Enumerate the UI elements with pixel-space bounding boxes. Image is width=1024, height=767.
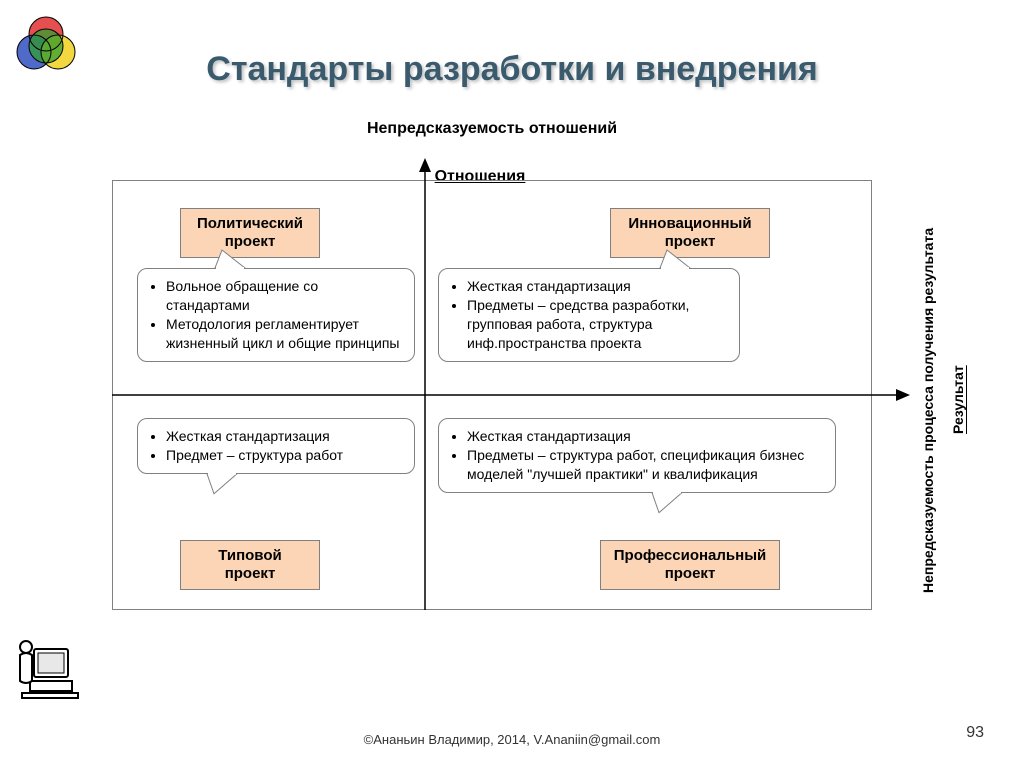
- x-axis-sub-label: Результат: [950, 350, 966, 450]
- bubble-bullet: Предметы – средства разработки, группова…: [467, 296, 727, 353]
- bubble-bullet: Жесткая стандартизация: [166, 427, 402, 446]
- quadrant-header-top-left: Политический проект: [180, 208, 320, 258]
- bubble-bullet: Предметы – структура работ, спецификация…: [467, 446, 823, 484]
- computer-user-icon: [12, 637, 80, 712]
- quadrant-bubble-bottom-left: Жесткая стандартизацияПредмет – структур…: [137, 418, 415, 474]
- bubble-bullet: Жесткая стандартизация: [467, 277, 727, 296]
- slide-title: Стандарты разработки и внедрения: [0, 50, 1024, 89]
- quadrant-header-bottom-right: Профессиональный проект: [600, 540, 780, 590]
- bubble-bullet: Методология регламентирует жизненный цик…: [166, 315, 402, 353]
- quadrant-bubble-top-right: Жесткая стандартизацияПредметы – средств…: [438, 268, 740, 362]
- bubble-bullet: Предмет – структура работ: [166, 446, 402, 465]
- bubble-bullet: Жесткая стандартизация: [467, 427, 823, 446]
- quadrant-header-top-right: Инновационный проект: [610, 208, 770, 258]
- bubble-bullet: Вольное обращение со стандартами: [166, 277, 402, 315]
- x-axis-label: Непредсказуемость процесса получения рез…: [920, 210, 936, 610]
- footer-copyright: ©Ананьин Владимир, 2014, V.Ananiin@gmail…: [0, 732, 1024, 747]
- quadrant-bubble-bottom-right: Жесткая стандартизацияПредметы – структу…: [438, 418, 836, 493]
- y-axis-label: Непредсказуемость отношений: [112, 120, 872, 138]
- quadrant-header-bottom-left: Типовой проект: [180, 540, 320, 590]
- page-number: 93: [966, 724, 984, 742]
- quadrant-bubble-top-left: Вольное обращение со стандартамиМетодоло…: [137, 268, 415, 362]
